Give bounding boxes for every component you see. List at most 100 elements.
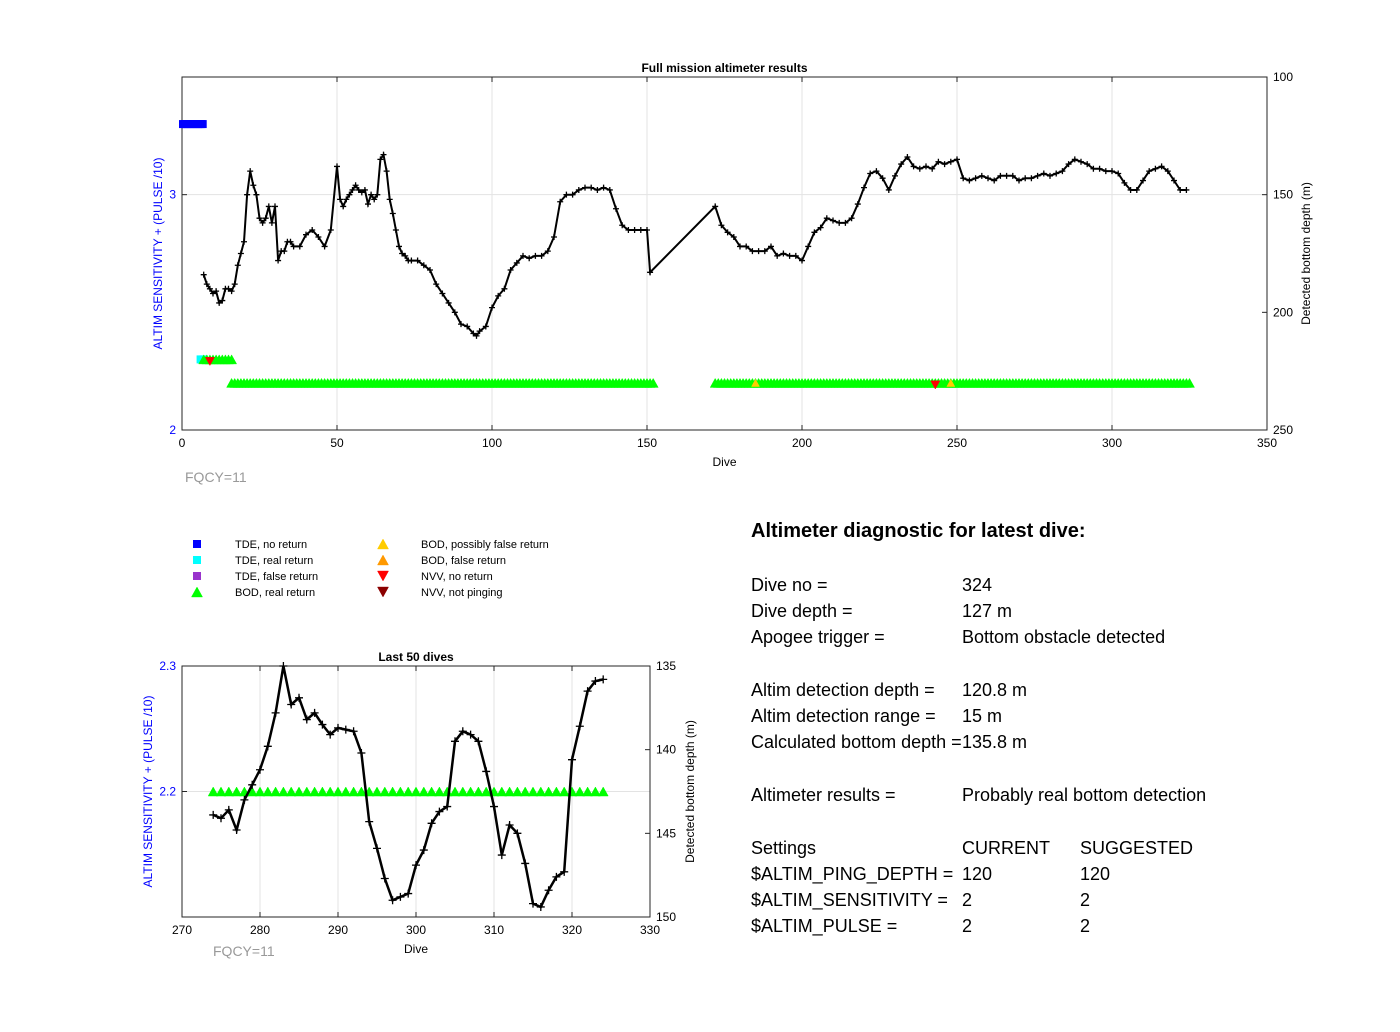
depth-point bbox=[780, 250, 787, 257]
legend-marker-square bbox=[193, 556, 201, 564]
depth-point bbox=[296, 243, 303, 250]
depth-point bbox=[470, 330, 477, 337]
depth-point bbox=[755, 248, 762, 255]
depth-point bbox=[380, 151, 387, 158]
ping-depth-suggested: 120 bbox=[1080, 864, 1111, 884]
depth-point bbox=[923, 163, 929, 170]
depth-point bbox=[380, 874, 389, 883]
depth-point bbox=[1034, 172, 1041, 179]
altim-detection-range-value: 15 m bbox=[962, 706, 1003, 726]
depth-point bbox=[327, 226, 334, 233]
depth-point bbox=[383, 168, 390, 175]
depth-point bbox=[569, 191, 576, 198]
bod-real-return-marker bbox=[332, 786, 344, 797]
calculated-bottom-depth-label: Calculated bottom depth = bbox=[751, 732, 962, 752]
depth-point bbox=[568, 755, 576, 764]
depth-point bbox=[761, 248, 768, 255]
depth-point bbox=[1065, 161, 1072, 168]
depth-point bbox=[536, 902, 545, 911]
legend-label: BOD, possibly false return bbox=[421, 539, 549, 551]
bod-real-return-marker bbox=[519, 786, 531, 797]
legend-marker-square bbox=[193, 540, 201, 548]
ping-depth-current: 120 bbox=[962, 864, 993, 884]
legend-label: TDE, real return bbox=[235, 555, 313, 567]
bod-real-return-marker bbox=[647, 377, 659, 388]
depth-point bbox=[526, 255, 533, 262]
depth-point bbox=[213, 288, 220, 295]
depth-point bbox=[718, 222, 725, 229]
x-tick-label: 310 bbox=[484, 923, 504, 937]
depth-point bbox=[326, 730, 335, 739]
x-tick-label: 330 bbox=[640, 923, 660, 937]
depth-point bbox=[774, 252, 781, 259]
depth-point bbox=[495, 292, 502, 299]
depth-point bbox=[412, 861, 420, 870]
sensitivity-suggested: 2 bbox=[1080, 890, 1091, 910]
depth-point bbox=[960, 175, 967, 182]
legend-marker-square bbox=[193, 572, 201, 580]
depth-point bbox=[898, 161, 905, 168]
bod-real-return-marker bbox=[1184, 377, 1195, 388]
depth-point bbox=[402, 252, 409, 259]
depth-point bbox=[490, 802, 498, 811]
altim-detection-depth-value: 120.8 m bbox=[962, 680, 1028, 700]
depth-point bbox=[1177, 186, 1184, 193]
depth-point bbox=[929, 165, 936, 172]
depth-point bbox=[647, 269, 654, 276]
x-tick-label: 50 bbox=[330, 436, 344, 450]
bod-real-return-marker bbox=[449, 786, 461, 797]
depth-point bbox=[613, 205, 619, 212]
full-mission-chart: 0 50 100 150 200 250 300 350 2 3 100 150 200 250 Full … bbox=[151, 61, 1313, 485]
bod-real-return-marker bbox=[504, 786, 516, 797]
depth-point bbox=[337, 196, 344, 203]
depth-point bbox=[1059, 168, 1066, 175]
depth-point bbox=[1053, 170, 1060, 177]
y-left-tick-label: 2 bbox=[169, 423, 176, 437]
bod-real-return-marker bbox=[215, 786, 227, 797]
depth-point bbox=[941, 161, 948, 168]
bod-real-return-marker bbox=[574, 786, 586, 797]
depth-point bbox=[349, 186, 356, 193]
chart-title: Full mission altimeter results bbox=[641, 61, 807, 75]
depth-point bbox=[315, 234, 322, 241]
depth-point bbox=[389, 210, 396, 217]
altimeter-results-value: Probably real bottom detection bbox=[962, 785, 1207, 805]
bod-real-return-marker bbox=[316, 786, 328, 797]
bod-real-return-marker bbox=[231, 786, 243, 797]
calculated-bottom-depth-value: 135.8 m bbox=[962, 732, 1028, 752]
sensitivity-label: $ALTIM_SENSITIVITY = bbox=[751, 890, 948, 910]
depth-point bbox=[489, 304, 495, 311]
depth-point bbox=[340, 203, 347, 210]
x-tick-label: 100 bbox=[482, 436, 502, 450]
x-tick-label: 350 bbox=[1257, 436, 1277, 450]
depth-point bbox=[209, 810, 218, 819]
depth-point bbox=[1158, 163, 1165, 170]
depth-point bbox=[551, 234, 557, 241]
depth-point bbox=[861, 184, 867, 191]
pulse-suggested: 2 bbox=[1080, 916, 1091, 936]
depth-point bbox=[966, 177, 973, 184]
y-right-tick-label: 135 bbox=[656, 659, 676, 673]
y-right-tick-label: 140 bbox=[656, 743, 676, 757]
bod-real-return-marker bbox=[457, 786, 469, 797]
depth-point bbox=[817, 224, 824, 231]
bod-real-return-marker bbox=[277, 786, 289, 797]
depth-point bbox=[575, 722, 584, 731]
depth-point bbox=[310, 708, 319, 717]
depth-point bbox=[520, 252, 526, 259]
depth-point bbox=[978, 172, 985, 179]
depth-point bbox=[1090, 165, 1097, 172]
y-right-tick-label: 200 bbox=[1273, 305, 1293, 319]
y-left-tick-label: 2.3 bbox=[159, 659, 176, 673]
depth-point bbox=[244, 191, 251, 198]
bod-real-return-marker bbox=[387, 786, 399, 797]
bod-real-return-marker bbox=[223, 786, 235, 797]
depth-point bbox=[318, 720, 327, 729]
depth-point bbox=[619, 222, 626, 229]
bod-real-return-marker bbox=[426, 786, 438, 797]
depth-point bbox=[538, 252, 545, 259]
altim-detection-range-label: Altim detection range = bbox=[751, 706, 936, 726]
x-tick-label: 300 bbox=[1102, 436, 1122, 450]
last-50-dives-chart: 270 280 290 300 310 320 330 2.2 2.3 135 140 145 150 L… bbox=[141, 650, 697, 959]
